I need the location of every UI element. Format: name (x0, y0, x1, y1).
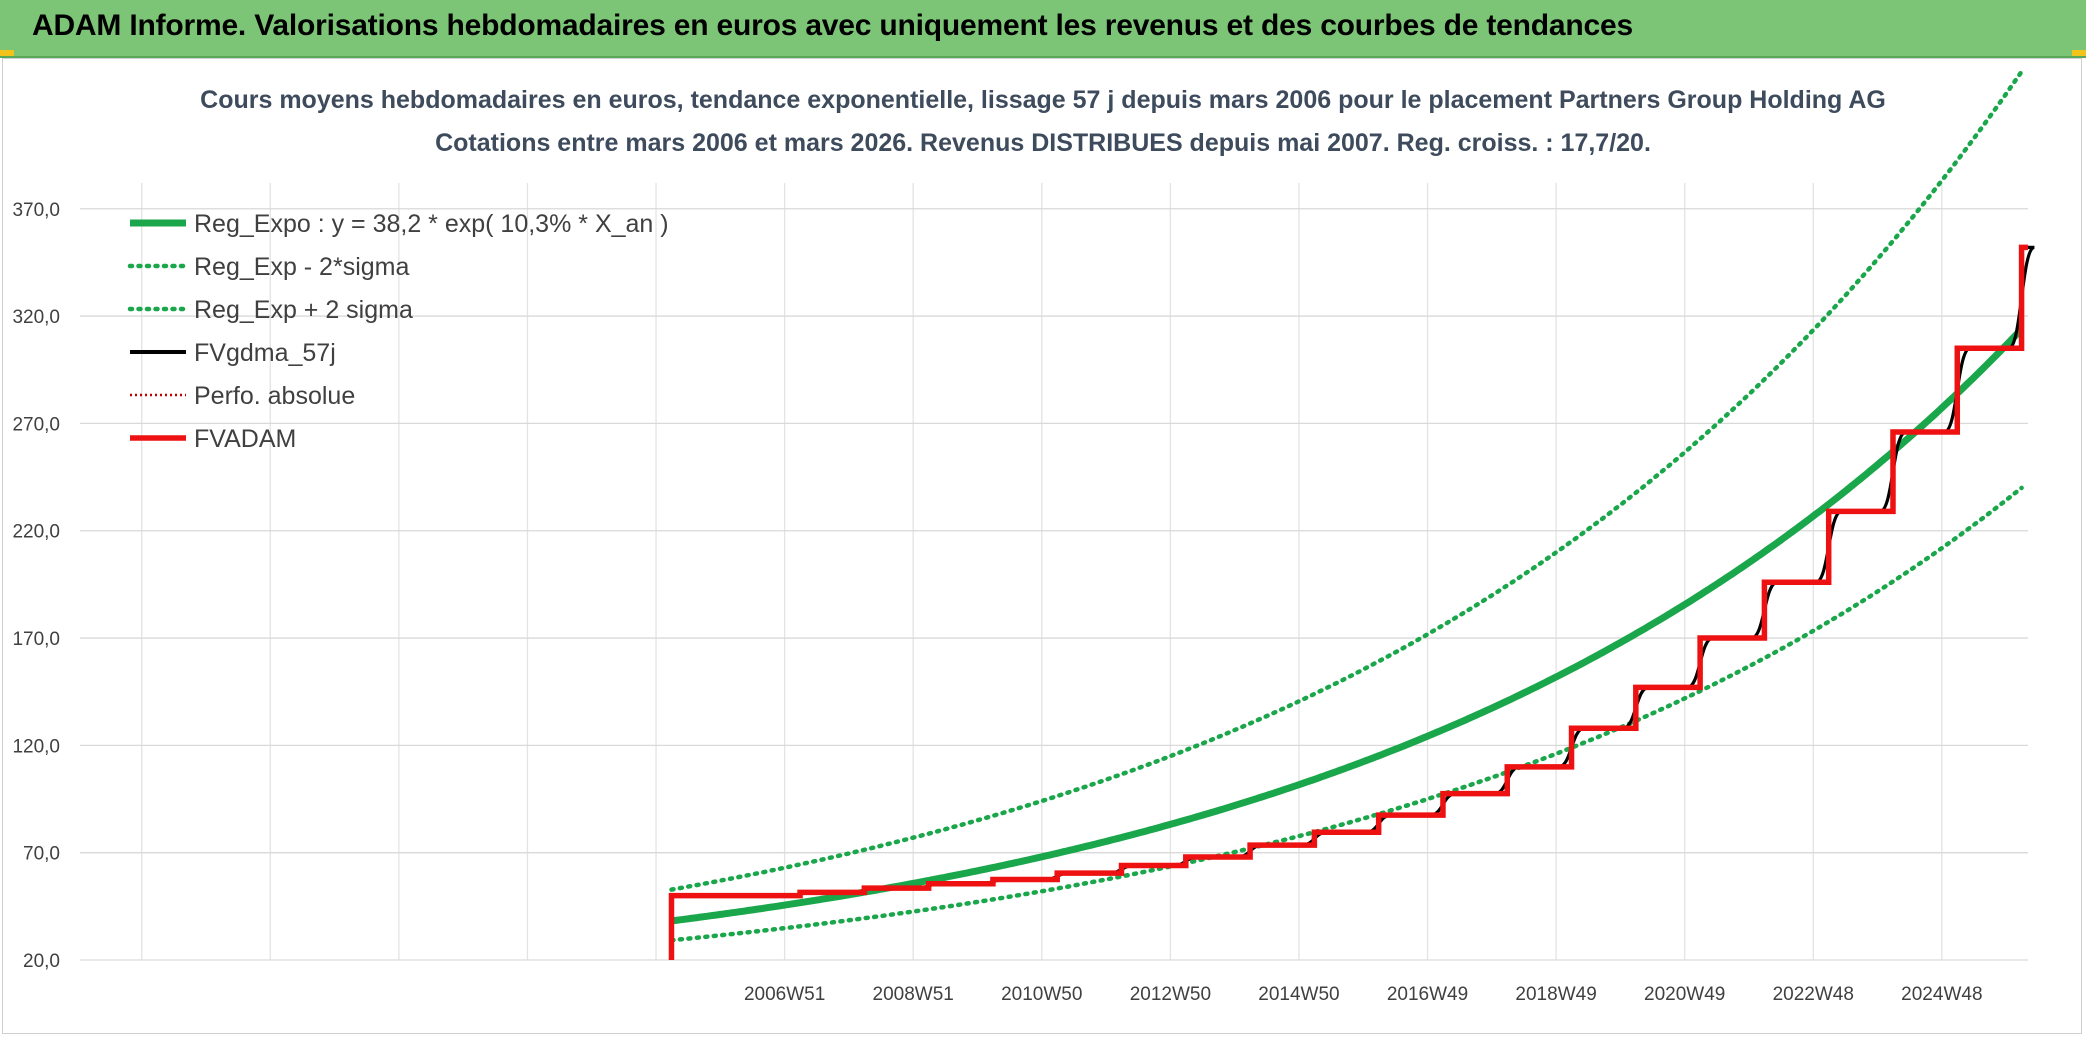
legend-label: Reg_Exp + 2 sigma (194, 296, 413, 324)
x-tick-label: 2006W51 (744, 984, 825, 1005)
y-tick-label: 220,0 (12, 522, 60, 543)
header-banner: ADAM Informe. Valorisations hebdomadaire… (0, 0, 2086, 58)
x-tick-label: 2008W51 (873, 984, 954, 1005)
plot-area (668, 69, 2036, 960)
y-tick-label: 120,0 (12, 736, 60, 757)
x-tick-label: 2020W49 (1644, 984, 1725, 1005)
x-tick-label: 2014W50 (1258, 984, 1339, 1005)
legend-label: Perfo. absolue (194, 382, 355, 410)
legend-label: Reg_Expo : y = 38,2 * exp( 10,3% * X_an … (194, 210, 669, 238)
y-tick-label: 320,0 (12, 307, 60, 328)
x-tick-label: 2012W50 (1130, 984, 1211, 1005)
line-chart: Cours moyens hebdomadaires en euros, ten… (12, 69, 2036, 1005)
x-tick-label: 2016W49 (1387, 984, 1468, 1005)
x-tick-label: 2018W49 (1515, 984, 1596, 1005)
y-tick-label: 270,0 (12, 414, 60, 435)
grid-lines (80, 183, 2028, 961)
legend: Reg_Expo : y = 38,2 * exp( 10,3% * X_an … (127, 210, 669, 453)
y-tick-label: 20,0 (23, 951, 60, 972)
legend-label: FVADAM (194, 425, 296, 453)
y-tick-label: 170,0 (12, 629, 60, 650)
series-fvadam (668, 244, 2028, 960)
legend-label: FVgdma_57j (194, 339, 336, 367)
x-axis: 2006W51 2008W51 2010W50 2012W50 2014W50 2016W… (744, 984, 1983, 1005)
series-reg-exp-plus-2sigma (669, 69, 2024, 892)
x-tick-label: 2022W48 (1773, 984, 1854, 1005)
chart-frame (2, 58, 2082, 1034)
legend-label: Reg_Exp - 2*sigma (194, 253, 409, 281)
y-tick-label: 70,0 (23, 844, 60, 865)
x-tick-label: 2024W48 (1901, 984, 1982, 1005)
x-tick-label: 2010W50 (1001, 984, 1082, 1005)
y-axis: 20,0 70,0 120,0 170,0 220,0 270,0 320,0 370,0 (12, 200, 60, 972)
chart-title-line-2: Cotations entre mars 2006 et mars 2026. … (435, 129, 1651, 157)
corner-marker-left (0, 50, 14, 56)
corner-marker-right (2072, 50, 2086, 56)
page-title: ADAM Informe. Valorisations hebdomadaire… (32, 9, 1633, 42)
series-reg-exp-minus-2sigma (669, 485, 2024, 943)
chart-title-line-1: Cours moyens hebdomadaires en euros, ten… (200, 86, 1886, 114)
y-tick-label: 370,0 (12, 200, 60, 221)
